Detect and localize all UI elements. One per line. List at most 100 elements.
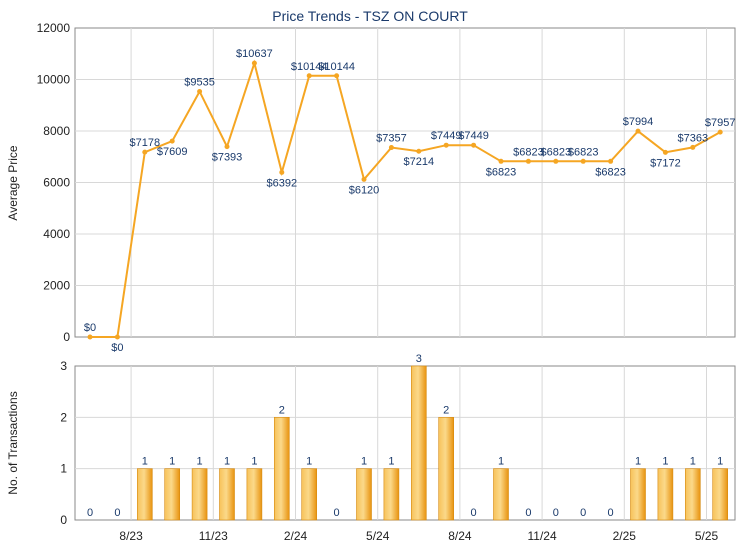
transaction-count-label: 1 xyxy=(717,456,723,468)
price-data-label: $7357 xyxy=(376,133,407,145)
x-tick-label: 2/25 xyxy=(613,529,637,543)
price-data-label: $7449 xyxy=(431,130,462,142)
price-data-label: $10144 xyxy=(291,61,328,73)
price-point xyxy=(553,158,559,164)
price-data-label: $7957 xyxy=(705,117,736,129)
price-data-label: $6823 xyxy=(595,166,626,178)
price-data-label: $6120 xyxy=(349,184,380,196)
price-data-label: $7449 xyxy=(458,130,489,142)
transactions-plot-area xyxy=(74,365,736,521)
price-point xyxy=(525,158,531,164)
transaction-bar xyxy=(219,468,235,521)
transaction-bar xyxy=(630,468,646,521)
price-point xyxy=(471,142,477,148)
transaction-count-label: 1 xyxy=(306,456,312,468)
price-point xyxy=(388,145,394,151)
price-data-label: $10637 xyxy=(236,48,273,60)
price-tick-label: 0 xyxy=(63,330,70,344)
transaction-bar xyxy=(356,468,372,521)
transaction-count-label: 1 xyxy=(361,456,367,468)
transaction-count-label: 0 xyxy=(334,507,340,519)
price-point xyxy=(334,73,340,79)
transaction-count-label: 1 xyxy=(169,456,175,468)
price-data-label: $7178 xyxy=(130,137,161,149)
transaction-bar xyxy=(410,365,427,521)
transaction-bar xyxy=(301,468,318,521)
price-tick-label: 2000 xyxy=(43,279,70,293)
price-point xyxy=(142,149,148,155)
transaction-count-label: 0 xyxy=(87,507,93,519)
price-point xyxy=(580,158,586,164)
price-data-label: $7393 xyxy=(212,152,243,164)
transaction-count-label: 2 xyxy=(279,404,285,416)
price-point xyxy=(443,142,449,148)
price-point xyxy=(114,334,120,340)
price-point xyxy=(635,128,641,134)
x-tick-label: 2/24 xyxy=(284,529,308,543)
price-data-label: $6823 xyxy=(513,146,544,158)
price-tick-label: 10000 xyxy=(37,73,71,87)
price-tick-label: 4000 xyxy=(43,227,70,241)
price-panel: 0 2000 4000 6000 8000 10000 12000 $0 $0 $7178$760… xyxy=(37,21,736,354)
transaction-bar xyxy=(493,468,509,521)
price-point xyxy=(662,149,668,155)
transaction-bar xyxy=(137,468,153,521)
price-series-line xyxy=(90,59,721,338)
price-data-label: $0 xyxy=(111,342,123,354)
transaction-count-label: 1 xyxy=(142,456,148,468)
price-point xyxy=(197,88,203,94)
price-point xyxy=(279,169,285,175)
price-data-label: $7214 xyxy=(404,156,435,168)
price-point xyxy=(251,60,257,66)
transaction-count-label: 0 xyxy=(471,507,477,519)
transactions-panel: 0 1 2 3 0 0 1 1 1 1 1 2 1 0 1 1 3 2 0 1 0 0 0 0 1 1 1 1 8/23 11/23 2/2… xyxy=(60,353,736,543)
price-point xyxy=(717,129,723,135)
price-tick-label: 6000 xyxy=(43,176,70,190)
price-data-label: $10144 xyxy=(318,61,355,73)
price-data-label: $7609 xyxy=(157,146,188,158)
transaction-count-label: 0 xyxy=(525,507,531,519)
transaction-bar xyxy=(712,468,729,521)
transaction-bar xyxy=(657,468,674,521)
transaction-count-label: 0 xyxy=(580,507,586,519)
price-point xyxy=(608,158,614,164)
transaction-bar xyxy=(246,468,263,521)
transactions-axis-label: No. of Transactions xyxy=(6,391,20,494)
transaction-bar xyxy=(191,468,208,521)
x-tick-label: 5/25 xyxy=(695,529,719,543)
transaction-count-label: 1 xyxy=(690,456,696,468)
price-tick-label: 8000 xyxy=(43,124,70,138)
transaction-count-label: 1 xyxy=(388,456,394,468)
price-data-label: $6823 xyxy=(486,166,517,178)
transaction-count-label: 1 xyxy=(498,456,504,468)
x-tick-label: 11/24 xyxy=(528,529,557,543)
transaction-count-label: 1 xyxy=(224,456,230,468)
transaction-count-label: 0 xyxy=(608,507,614,519)
x-tick-label: 8/24 xyxy=(448,529,472,543)
transaction-count-label: 0 xyxy=(114,507,120,519)
transactions-tick-label: 3 xyxy=(60,359,67,373)
price-tick-label: 12000 xyxy=(37,21,71,35)
transaction-count-label: 0 xyxy=(553,507,559,519)
price-point xyxy=(498,158,504,164)
price-axis-label: Average Price xyxy=(6,145,20,220)
transaction-bar xyxy=(164,468,180,521)
price-data-label: $6823 xyxy=(568,146,599,158)
transaction-bar xyxy=(383,468,400,521)
price-data-label: $9535 xyxy=(184,76,215,88)
x-tick-label: 8/23 xyxy=(119,529,143,543)
transaction-count-label: 1 xyxy=(635,456,641,468)
price-point xyxy=(306,73,312,79)
transaction-count-label: 1 xyxy=(662,456,668,468)
price-point xyxy=(361,176,367,182)
price-point xyxy=(169,138,175,144)
transaction-count-label: 1 xyxy=(197,456,203,468)
chart-title: Price Trends - TSZ ON COURT xyxy=(272,8,468,24)
price-data-label: $7994 xyxy=(623,116,654,128)
price-point xyxy=(224,144,230,150)
transactions-tick-label: 1 xyxy=(60,462,67,476)
transaction-count-label: 3 xyxy=(416,353,422,365)
transactions-tick-label: 2 xyxy=(60,410,67,424)
